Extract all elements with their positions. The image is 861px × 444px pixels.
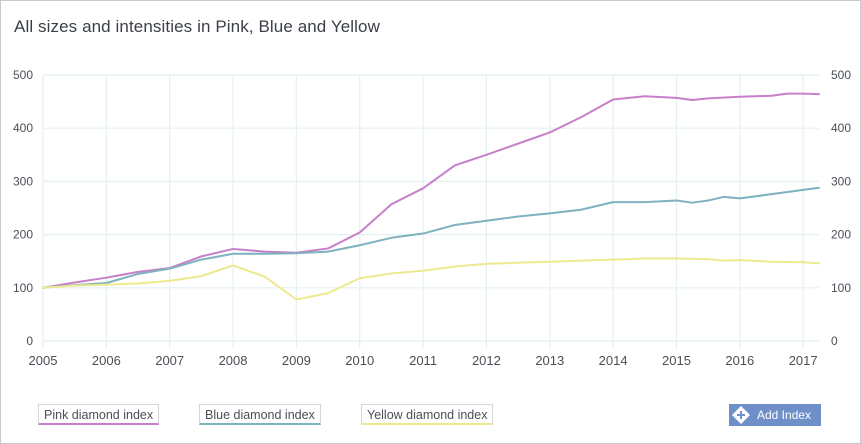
- y-tick-label-left: 100: [13, 281, 33, 295]
- legend-item-yellow[interactable]: Yellow diamond index: [361, 404, 494, 425]
- y-tick-label-right: 400: [831, 121, 851, 135]
- y-tick-label-right: 200: [831, 228, 851, 242]
- y-tick-label-left: 200: [13, 228, 33, 242]
- y-tick-label-left: 500: [13, 68, 33, 82]
- y-tick-label-right: 300: [831, 174, 851, 188]
- x-tick-label: 2005: [29, 353, 58, 368]
- y-tick-label-left: 400: [13, 121, 33, 135]
- x-tick-label: 2006: [92, 353, 121, 368]
- legend-item-pink[interactable]: Pink diamond index: [38, 404, 160, 425]
- series-line-yellow: [42, 257, 820, 301]
- y-axis-left-labels: 0 100 200 300 400 500: [13, 68, 33, 348]
- add-plus-icon: [732, 406, 750, 424]
- x-tick-label: 2014: [599, 353, 628, 368]
- x-tick-label: 2010: [345, 353, 374, 368]
- x-tick-label: 2011: [409, 353, 437, 368]
- y-tick-label-right: 0: [831, 334, 838, 348]
- y-axis-right-labels: 0 100 200 300 400 500: [831, 68, 851, 348]
- x-tick-label: 2012: [472, 353, 501, 368]
- y-tick-label-left: 0: [26, 334, 33, 348]
- y-tick-label-left: 300: [13, 174, 33, 188]
- y-tick-label-right: 500: [831, 68, 851, 82]
- add-index-label: Add Index: [757, 408, 812, 422]
- x-tick-label: 2013: [535, 353, 564, 368]
- legend-item-blue[interactable]: Blue diamond index: [199, 404, 321, 425]
- x-tick-label: 2009: [282, 353, 311, 368]
- x-axis-labels: 2005 2006 2007 2008 2009 2010 2011 2012 2013 2014…: [29, 353, 818, 368]
- chart-title: All sizes and intensities in Pink, Blue …: [14, 17, 380, 36]
- x-tick-label: 2008: [219, 353, 248, 368]
- x-tick-label: 2016: [725, 353, 754, 368]
- add-index-button[interactable]: Add Index: [729, 404, 821, 426]
- series-line-blue: [42, 186, 820, 289]
- x-tick-label: 2017: [789, 353, 818, 368]
- grid-lines: [42, 74, 819, 349]
- y-tick-label-right: 100: [831, 281, 851, 295]
- series-line-pink: [42, 92, 820, 289]
- x-tick-label: 2015: [662, 353, 691, 368]
- x-tick-label: 2007: [155, 353, 184, 368]
- series-lines: [42, 92, 820, 301]
